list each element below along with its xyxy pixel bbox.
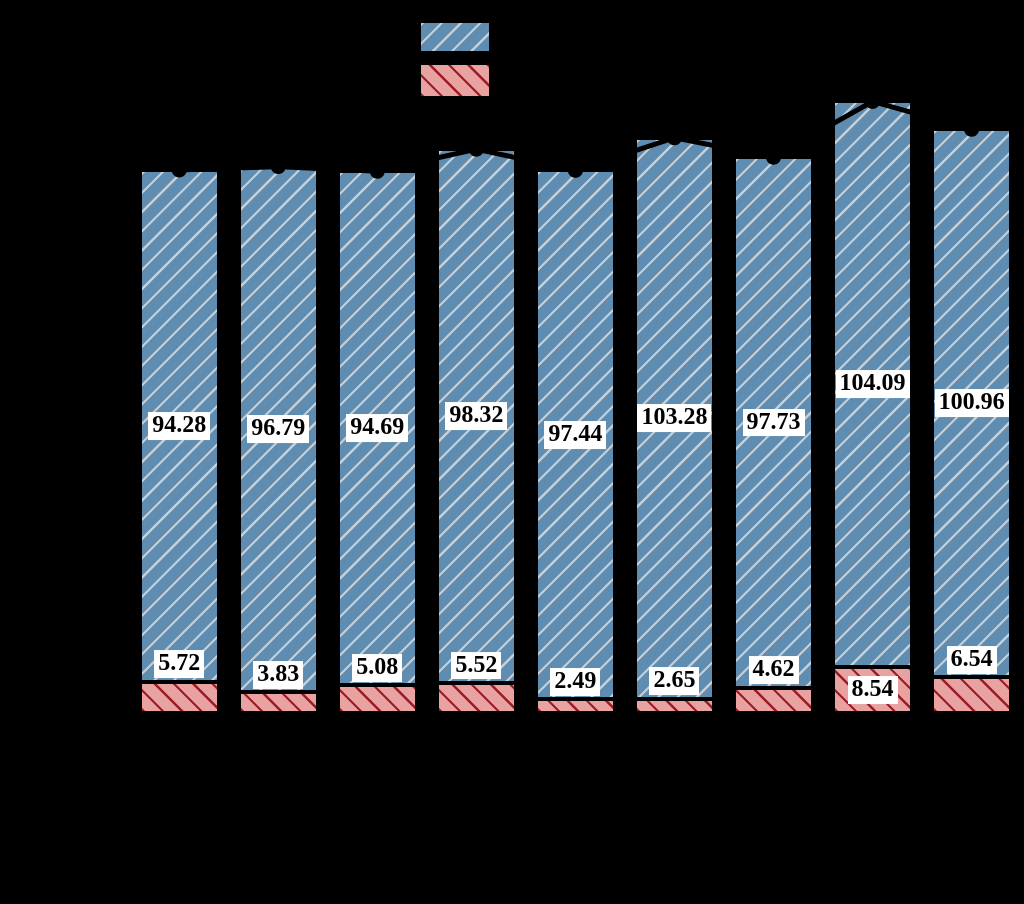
bar-value-label-red: 2.65 xyxy=(649,667,700,696)
bar-value-label-red: 5.72 xyxy=(154,650,205,679)
legend-swatch-red-series xyxy=(419,63,491,98)
bar-value-label-red: 2.49 xyxy=(550,668,601,696)
bar-value-label-red: 4.62 xyxy=(748,656,799,685)
bar-value-label-blue: 97.73 xyxy=(742,408,805,437)
bar-value-label-red: 5.08 xyxy=(352,653,403,682)
bar-value-label-blue: 98.32 xyxy=(445,402,508,431)
bar-value-label-blue: 103.28 xyxy=(637,404,712,433)
bar-value-label-blue: 100.96 xyxy=(934,389,1009,418)
bar-value-label-red: 6.54 xyxy=(946,646,997,674)
bar-segment-red xyxy=(932,677,1012,713)
bar-value-label-blue: 97.44 xyxy=(544,420,607,449)
bar-value-label-blue: 94.69 xyxy=(346,414,409,443)
bar-segment-red xyxy=(634,698,714,713)
bar-value-label-blue: 104.09 xyxy=(835,370,910,398)
bar-value-label-red: 3.83 xyxy=(253,660,304,689)
bar-segment-red xyxy=(238,692,318,713)
bar-value-label-red: 5.52 xyxy=(451,651,502,680)
bar-segment-red xyxy=(535,699,615,713)
bar-segment-red xyxy=(337,685,417,713)
bar-value-label-red: 8.54 xyxy=(847,675,898,704)
bar-segment-red xyxy=(139,681,219,713)
bar-segment-red xyxy=(436,683,516,713)
bar-value-label-blue: 96.79 xyxy=(247,415,310,444)
bar-segment-red xyxy=(734,687,813,713)
bar-value-label-blue: 94.28 xyxy=(148,412,211,440)
legend-swatch-blue-series xyxy=(419,21,491,53)
